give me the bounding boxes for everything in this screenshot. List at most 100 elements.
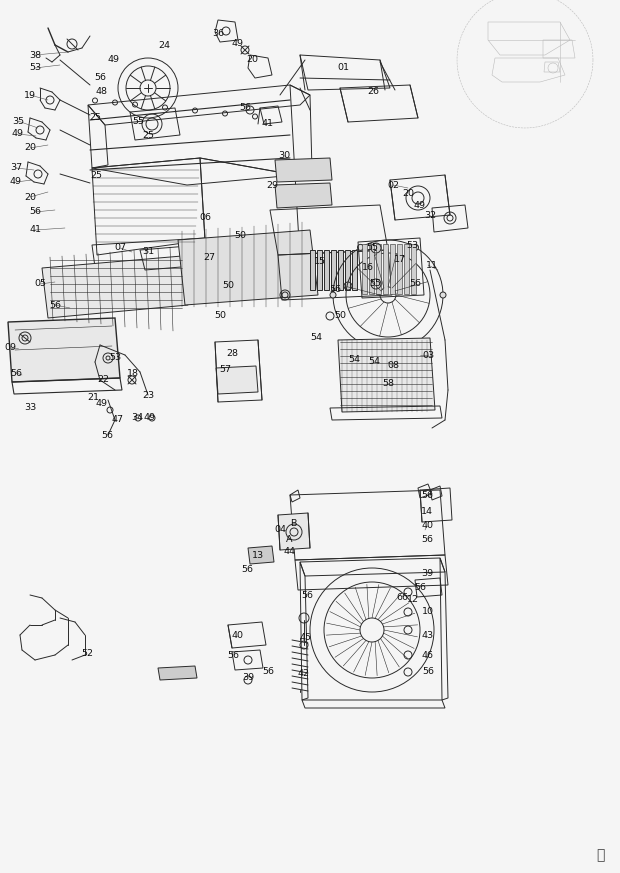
Text: 28: 28	[226, 349, 238, 359]
Text: 49: 49	[414, 202, 426, 210]
Text: 56: 56	[227, 650, 239, 659]
Text: 54: 54	[310, 333, 322, 341]
Text: 55: 55	[132, 118, 144, 127]
Text: 49: 49	[232, 38, 244, 47]
Circle shape	[358, 340, 363, 346]
Text: 53: 53	[406, 240, 418, 250]
Text: 18: 18	[127, 369, 139, 379]
Polygon shape	[324, 250, 329, 290]
Text: 36: 36	[212, 29, 224, 38]
Text: 11: 11	[426, 260, 438, 270]
Circle shape	[440, 292, 446, 298]
Text: 21: 21	[87, 393, 99, 402]
Polygon shape	[404, 244, 409, 294]
Text: 38: 38	[29, 51, 41, 59]
Text: 39: 39	[421, 568, 433, 578]
Text: 56: 56	[29, 208, 41, 217]
Text: 55: 55	[366, 243, 378, 251]
Text: 20: 20	[24, 143, 36, 153]
Text: 56: 56	[414, 583, 426, 593]
Text: 20: 20	[246, 56, 258, 65]
Polygon shape	[8, 318, 120, 382]
Polygon shape	[310, 250, 315, 290]
Text: 53: 53	[109, 354, 121, 362]
Text: 58: 58	[382, 380, 394, 388]
Polygon shape	[345, 250, 350, 290]
Polygon shape	[376, 244, 381, 294]
Polygon shape	[248, 546, 274, 564]
Text: 25: 25	[89, 113, 101, 121]
Text: 56: 56	[422, 668, 434, 677]
Text: A: A	[286, 535, 292, 545]
Text: 03: 03	[422, 350, 434, 360]
Text: 30: 30	[278, 150, 290, 160]
Polygon shape	[278, 513, 310, 550]
Text: 42: 42	[297, 670, 309, 678]
Text: 56: 56	[239, 104, 251, 113]
Polygon shape	[362, 244, 367, 294]
Text: 33: 33	[24, 403, 36, 413]
Polygon shape	[275, 158, 332, 182]
Polygon shape	[338, 250, 343, 290]
Polygon shape	[411, 244, 416, 294]
Text: 47: 47	[112, 416, 124, 424]
Text: B: B	[290, 519, 296, 528]
Text: 49: 49	[144, 413, 156, 422]
Text: 56: 56	[241, 566, 253, 574]
Text: 25: 25	[142, 132, 154, 141]
Text: 20: 20	[24, 193, 36, 202]
Text: 49: 49	[10, 177, 22, 187]
Text: 56: 56	[329, 285, 341, 294]
Text: 40: 40	[421, 521, 433, 531]
Polygon shape	[390, 244, 395, 294]
Text: 27: 27	[203, 253, 215, 263]
Polygon shape	[369, 244, 374, 294]
Text: 56: 56	[262, 668, 274, 677]
Text: 14: 14	[421, 506, 433, 515]
Text: 32: 32	[424, 211, 436, 221]
Text: 45: 45	[300, 633, 312, 642]
Text: 50: 50	[222, 280, 234, 290]
Text: 09: 09	[4, 343, 16, 353]
Text: 06: 06	[199, 214, 211, 223]
Text: 37: 37	[10, 163, 22, 173]
Text: 39: 39	[242, 673, 254, 683]
Circle shape	[330, 292, 336, 298]
Polygon shape	[42, 256, 188, 318]
Text: 55: 55	[369, 279, 381, 288]
Text: 07: 07	[114, 244, 126, 252]
Text: 49: 49	[107, 56, 119, 65]
Text: 56: 56	[49, 300, 61, 310]
Text: 54: 54	[368, 358, 380, 367]
Text: 35: 35	[12, 116, 24, 126]
Text: 26: 26	[367, 87, 379, 97]
Text: 17: 17	[394, 256, 406, 265]
Text: 66: 66	[396, 593, 408, 601]
Text: 44: 44	[284, 547, 296, 556]
Text: 43: 43	[422, 630, 434, 640]
Text: 50: 50	[334, 312, 346, 320]
Polygon shape	[338, 338, 435, 412]
Text: 56: 56	[301, 590, 313, 600]
Text: 56: 56	[421, 535, 433, 545]
Text: 15: 15	[314, 258, 326, 266]
Text: 12: 12	[407, 595, 419, 604]
Text: 56: 56	[101, 430, 113, 439]
Circle shape	[358, 244, 363, 251]
Text: 56: 56	[10, 368, 22, 377]
Circle shape	[412, 340, 418, 346]
Text: 29: 29	[266, 181, 278, 189]
Polygon shape	[158, 666, 197, 680]
Text: 56: 56	[421, 491, 433, 499]
Text: 50: 50	[234, 230, 246, 239]
Polygon shape	[216, 366, 258, 394]
Polygon shape	[352, 250, 357, 290]
Text: 24: 24	[158, 40, 170, 50]
Text: 13: 13	[252, 552, 264, 560]
Text: 49: 49	[12, 129, 24, 139]
Text: 08: 08	[387, 361, 399, 370]
Polygon shape	[275, 183, 332, 208]
Text: 49: 49	[96, 400, 108, 409]
Text: 23: 23	[142, 390, 154, 400]
Text: 10: 10	[422, 608, 434, 616]
